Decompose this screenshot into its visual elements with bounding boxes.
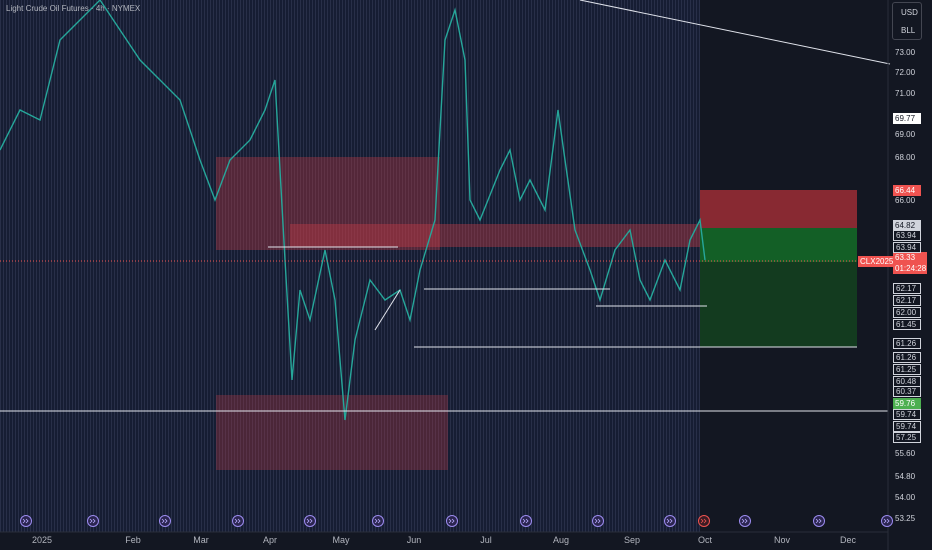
event-icon-glyph — [234, 518, 241, 524]
time-label: Jun — [406, 535, 422, 545]
price-label: 61.25 — [893, 364, 921, 375]
chart-title: Light Crude Oil Futures · 4h · NYMEX — [6, 4, 141, 13]
stop-zone — [700, 190, 857, 228]
price-label: 71.00 — [895, 89, 916, 98]
price-label: 64.82 — [893, 220, 921, 231]
event-icon-glyph — [306, 518, 313, 524]
demand-zone — [216, 395, 448, 470]
price-label: 61.26 — [893, 352, 921, 363]
price-label: 53.25 — [895, 514, 916, 523]
event-icon-glyph — [815, 518, 822, 524]
event-icon[interactable] — [87, 515, 99, 527]
trend-line — [579, 0, 891, 65]
event-icon-glyph — [883, 518, 890, 524]
event-icon-glyph — [700, 518, 707, 524]
event-icon-glyph — [161, 518, 168, 524]
price-label: 54.80 — [895, 472, 916, 481]
event-icon[interactable] — [813, 515, 825, 527]
event-icon[interactable] — [20, 515, 32, 527]
time-label: Feb — [125, 535, 141, 545]
current-price: 63.33 — [893, 252, 927, 263]
event-icon[interactable] — [304, 515, 316, 527]
event-icon[interactable] — [232, 515, 244, 527]
price-label: 60.37 — [893, 386, 921, 397]
event-icon-glyph — [741, 518, 748, 524]
time-label: Mar — [193, 535, 209, 545]
event-icon-glyph — [22, 518, 29, 524]
unit[interactable]: BLL — [901, 26, 916, 35]
event-icons — [20, 515, 893, 527]
price-label: 62.00 — [893, 307, 921, 318]
supply-zone — [216, 157, 440, 250]
target-zone — [700, 262, 857, 347]
price-label: 62.17 — [893, 283, 921, 294]
target-zone — [700, 228, 857, 262]
event-icon[interactable] — [372, 515, 384, 527]
price-label: 69.77 — [893, 113, 921, 124]
time-label: Apr — [262, 535, 278, 545]
time-label: Jul — [480, 535, 492, 545]
event-icon[interactable] — [159, 515, 171, 527]
price-label: 61.45 — [893, 319, 921, 330]
currency-box[interactable]: USD BLL — [892, 2, 922, 40]
event-icon-glyph — [666, 518, 673, 524]
event-icon-glyph — [374, 518, 381, 524]
time-label: Nov — [773, 535, 791, 545]
supply-zone — [290, 224, 700, 247]
price-label: 73.00 — [895, 48, 916, 57]
event-icon[interactable] — [446, 515, 458, 527]
time-label: May — [332, 535, 350, 545]
event-icon[interactable] — [520, 515, 532, 527]
time-label: Aug — [552, 535, 570, 545]
event-icon[interactable] — [739, 515, 751, 527]
price-label: 68.00 — [895, 153, 916, 162]
time-label: Dec — [839, 535, 857, 545]
event-icon[interactable] — [881, 515, 893, 527]
time-label: Sep — [623, 535, 641, 545]
price-label: 59.74 — [893, 409, 921, 420]
price-label: 63.94 — [893, 230, 921, 241]
event-icon[interactable] — [698, 515, 710, 527]
price-label: 63.94 — [893, 242, 921, 253]
price-label: 69.00 — [895, 130, 916, 139]
countdown: 01:24:28 — [893, 263, 927, 274]
event-icon-glyph — [89, 518, 96, 524]
time-label: Oct — [697, 535, 713, 545]
price-label: 72.00 — [895, 68, 916, 77]
currency[interactable]: USD — [901, 8, 918, 17]
price-label: 59.74 — [893, 421, 921, 432]
price-label: 61.26 — [893, 338, 921, 349]
event-icon[interactable] — [664, 515, 676, 527]
chart-area — [0, 0, 700, 532]
price-label: 54.00 — [895, 493, 916, 502]
price-path — [0, 0, 706, 421]
trend-lines — [0, 0, 891, 412]
price-label: 55.60 — [895, 449, 916, 458]
price-label: 66.00 — [895, 196, 916, 205]
event-icon-glyph — [522, 518, 529, 524]
event-icon[interactable] — [592, 515, 604, 527]
event-icon-glyph — [448, 518, 455, 524]
price-label: 59.76 — [893, 398, 921, 409]
price-label: 57.25 — [893, 432, 921, 443]
time-label: 2025 — [31, 535, 53, 545]
symbol-tag: CLX2025 — [858, 256, 896, 267]
trend-line — [374, 289, 401, 331]
event-icon-glyph — [594, 518, 601, 524]
price-label: 66.44 — [893, 185, 921, 196]
price-label: 62.17 — [893, 295, 921, 306]
